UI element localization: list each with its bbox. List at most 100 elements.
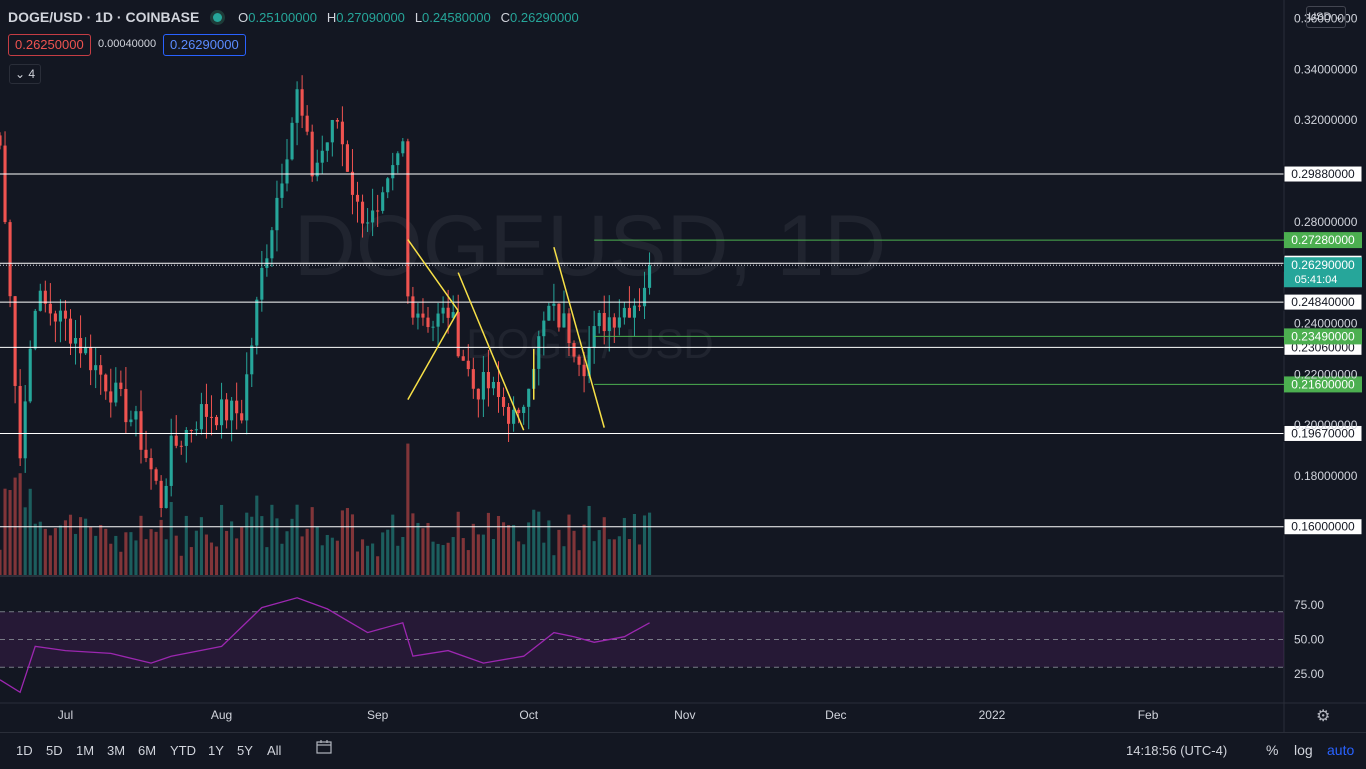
rsi-tick-label: 50.00	[1294, 633, 1324, 647]
volume-bar	[134, 540, 138, 575]
timeframe-1d[interactable]: 1D	[16, 743, 33, 758]
chevron-down-icon: ⌄	[1334, 11, 1344, 23]
volume-bar	[416, 522, 420, 575]
candle-body	[194, 429, 198, 431]
timeframe-1y[interactable]: 1Y	[208, 743, 224, 758]
candle-body	[225, 399, 229, 421]
timeframe-5d[interactable]: 5D	[46, 743, 63, 758]
volume-bar	[149, 529, 153, 575]
ray-label: 0.27280000	[1291, 233, 1355, 247]
volume-bar	[602, 517, 606, 575]
volume-bar	[501, 522, 506, 575]
candle-body	[63, 310, 68, 319]
volume-bar	[647, 512, 652, 575]
volume-bar	[622, 517, 626, 575]
timeframe-3m[interactable]: 3M	[107, 743, 126, 758]
volume-bar	[250, 516, 254, 575]
settings-gear-icon[interactable]: ⚙	[1316, 708, 1331, 725]
indicators-collapse-button[interactable]: ⌄ 4	[9, 64, 41, 84]
volume-bar	[194, 530, 198, 575]
log-scale-toggle[interactable]: log	[1294, 742, 1313, 758]
volume-bar	[411, 513, 415, 575]
timeframe-5y[interactable]: 5Y	[237, 743, 253, 758]
price-tick-label: 0.20000000	[1294, 418, 1358, 432]
volume-bar	[265, 547, 269, 575]
candle-body	[386, 178, 390, 193]
candle-body	[496, 381, 501, 398]
countdown-label: 05:41:04	[1295, 274, 1338, 286]
volume-bar	[230, 521, 234, 575]
volume-bar	[209, 542, 214, 575]
volume-bar	[426, 522, 430, 575]
price-tick-label: 0.36000000	[1294, 12, 1358, 26]
timeframe-1m[interactable]: 1M	[76, 743, 95, 758]
candle-body	[48, 303, 52, 314]
candle-body	[466, 360, 470, 370]
candle-body	[209, 416, 214, 418]
volume-bar	[310, 507, 314, 575]
volume-bar	[371, 543, 375, 575]
candle-body	[512, 409, 516, 424]
spread-value: 0.00040000	[98, 38, 157, 50]
candle-body	[391, 165, 395, 179]
candle-body	[315, 162, 319, 177]
candle-body	[139, 411, 143, 450]
percent-scale-toggle[interactable]: %	[1266, 742, 1279, 758]
volume-bar	[23, 507, 27, 575]
currency-select[interactable]: USD ⌄	[1306, 6, 1346, 28]
candle-body	[219, 399, 224, 426]
volume-bar	[461, 538, 465, 575]
candle-body	[174, 435, 178, 446]
level-label-box	[1283, 165, 1363, 183]
low-label: L	[414, 10, 423, 25]
chevron-down-icon: ⌄	[14, 67, 26, 81]
volume-bar	[471, 523, 475, 575]
rsi-tick-label: 25.00	[1294, 667, 1324, 681]
volume-bar	[295, 504, 299, 575]
sell-price-button[interactable]: 0.26250000	[8, 34, 91, 56]
candle-body	[456, 312, 460, 357]
candle-body	[577, 356, 581, 365]
symbol-title[interactable]: DOGE/USD · 1D · COINBASE	[8, 9, 200, 25]
candle-body	[411, 296, 415, 318]
candle-body	[376, 210, 380, 212]
candle-body	[647, 265, 652, 288]
auto-scale-toggle[interactable]: auto	[1327, 742, 1355, 758]
candle-body	[421, 313, 425, 318]
candle-body	[612, 317, 616, 328]
candle-body	[79, 338, 83, 354]
candle-body	[280, 183, 284, 198]
volume-bar	[114, 535, 118, 575]
date-tick-label: Aug	[211, 708, 232, 722]
volume-bar	[73, 533, 78, 575]
volume-bar	[360, 539, 365, 575]
candle-body	[471, 369, 475, 389]
candle-body	[154, 469, 158, 481]
candle-body	[436, 313, 440, 327]
level-label: 0.24840000	[1291, 295, 1355, 309]
timeframe-all[interactable]: All	[267, 743, 282, 758]
timeframe-6m[interactable]: 6M	[138, 743, 157, 758]
candle-body	[325, 142, 329, 151]
candle-body	[617, 317, 621, 328]
candle-body	[23, 401, 27, 459]
candle-body	[597, 312, 601, 327]
candle-body	[607, 317, 611, 332]
candle-body	[552, 303, 556, 306]
volume-bar	[355, 551, 360, 575]
volume-bar	[144, 539, 148, 575]
volume-bar	[552, 555, 556, 575]
bottom-toolbar: 1D 5D 1M 3M 6M YTD 1Y 5Y All 14:18:56 (U…	[0, 732, 1366, 769]
volume-bar	[174, 535, 178, 575]
volume-bar	[330, 537, 334, 575]
timeframe-ytd[interactable]: YTD	[170, 743, 196, 758]
buy-price-button[interactable]: 0.26290000	[163, 34, 246, 56]
clock-timezone[interactable]: 14:18:56 (UTC-4)	[1126, 743, 1228, 758]
candle-body	[214, 416, 219, 426]
volume-bar	[184, 515, 188, 575]
date-range-calendar-icon[interactable]	[316, 740, 332, 754]
price-tick-label: 0.32000000	[1294, 113, 1358, 127]
volume-bar	[270, 504, 274, 575]
candle-body	[89, 347, 93, 371]
